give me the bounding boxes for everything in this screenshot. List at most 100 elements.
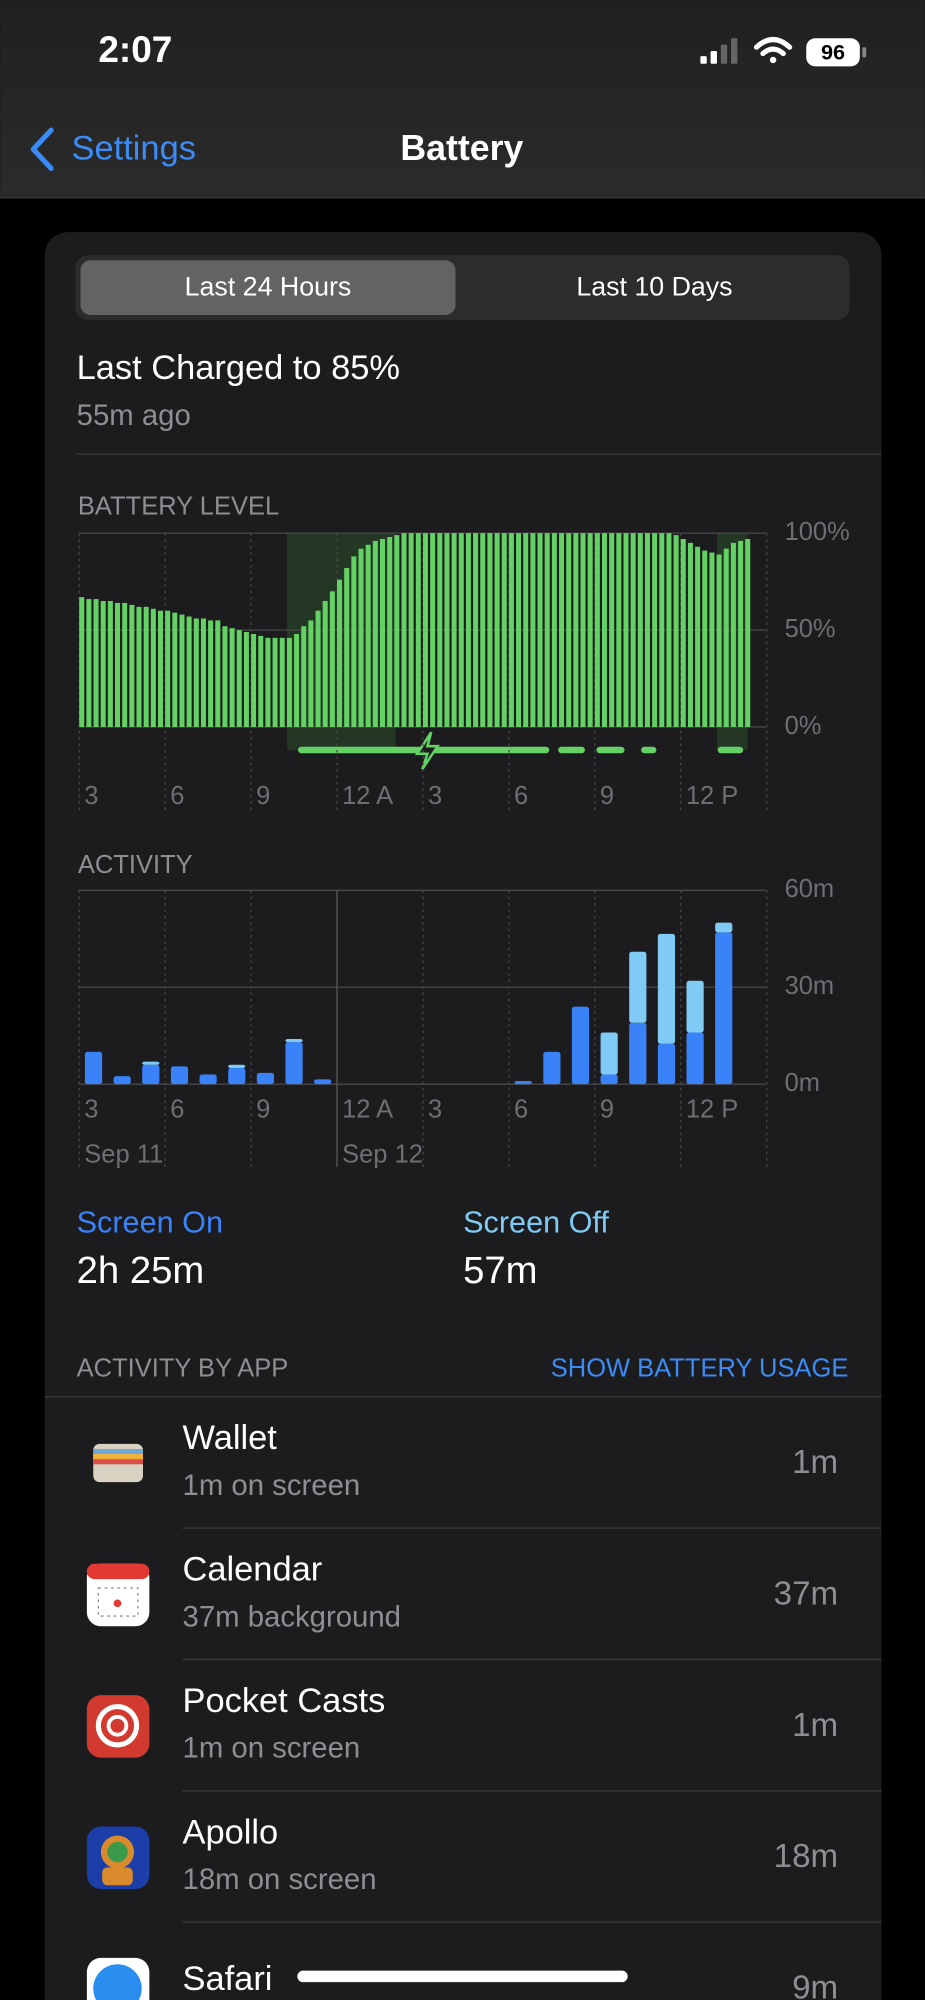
bar-segment [142,1061,160,1065]
bar [208,620,214,728]
app-name: Wallet [183,1419,278,1457]
app-detail: 1m on screen [183,1469,361,1502]
bar [93,599,99,728]
bar [652,533,658,728]
bar [365,544,371,728]
bar [573,533,579,728]
bar [79,597,85,728]
app-time: 1m [792,1444,838,1481]
bar-segment [514,1080,532,1085]
bar-segment [657,933,676,1044]
bar [437,533,443,728]
bar [709,552,715,728]
x-tick-label: 12 P [686,1096,738,1124]
x-tick-label: 6 [170,1096,184,1124]
last-charged-subtitle: 55m ago [77,399,191,432]
segment[interactable]: Last 10 Days [576,271,732,301]
bar [251,633,257,728]
app-icon [86,1957,150,2000]
back-button[interactable]: Settings [72,130,196,168]
bar-segment [285,1042,303,1085]
battery-icon [806,38,860,67]
bar-segment [256,1072,275,1085]
bar [143,606,149,728]
bar [387,537,393,728]
x-tick-label: 3 [428,1096,442,1124]
bar [136,606,142,728]
bar [530,533,536,728]
bar [236,630,242,728]
bar [294,633,300,728]
bar [243,632,249,728]
bar [738,540,744,728]
bar [172,612,178,728]
summary-label: Screen Off [463,1206,609,1240]
bar [337,579,343,728]
bar [193,618,199,728]
bar [609,533,615,728]
bar-segment [228,1064,246,1069]
bar [523,533,529,728]
bar [408,533,414,728]
app-icon [86,1826,150,1890]
bar [107,601,113,728]
bar [551,533,557,728]
summary-value: 2h 25m [77,1249,205,1292]
bar [258,635,264,728]
bar [200,618,206,728]
bar [301,626,307,728]
app-name: Calendar [183,1551,323,1589]
bar [265,637,271,728]
app-name: Safari [183,1960,273,1998]
app-name: Pocket Casts [183,1682,386,1720]
app-time: 1m [792,1707,838,1744]
x-tick-label: 3 [428,782,442,810]
y-tick-label: 100% [785,518,850,546]
bar [279,637,285,728]
bar [100,601,106,728]
bar [659,533,665,728]
back-chevron[interactable] [30,127,54,171]
app-icon [86,1563,150,1627]
wifi-icon [753,37,793,64]
app-time: 37m [774,1575,839,1612]
app-icon [86,1432,150,1495]
bar-segment [571,1006,590,1085]
x-tick-label: 9 [256,782,270,810]
bar-segment [228,1068,246,1085]
bar [623,533,629,728]
show-battery-usage[interactable]: SHOW BATTERY USAGE [551,1355,849,1383]
bar [165,610,171,728]
x-tick-label: 12 A [342,782,393,810]
bar [394,535,400,728]
segment-selected[interactable] [80,260,456,316]
y-tick-label: 50% [785,615,836,643]
y-tick-label: 30m [785,972,835,1000]
bar [480,533,486,728]
bar [702,550,708,728]
bar [566,533,572,728]
bar [229,628,235,728]
bar [422,533,428,728]
bar [630,533,636,728]
bar [186,616,192,728]
bar [516,533,522,728]
bar [286,637,292,728]
bar [344,568,350,728]
date-label: Sep 12 [342,1140,423,1168]
bar-segment [600,1032,618,1075]
segment[interactable]: Last 24 Hours [185,271,352,301]
bar-segment [84,1051,103,1085]
app-time: 9m [792,1970,838,2000]
x-tick-label: 12 P [686,782,738,810]
bar [451,533,457,728]
y-tick-label: 0% [785,712,822,740]
bar [329,591,335,728]
bar-segment [543,1051,561,1085]
bar [322,601,328,728]
bar [723,548,729,728]
x-tick-label: 6 [514,782,528,810]
x-tick-label: 9 [600,1096,614,1124]
